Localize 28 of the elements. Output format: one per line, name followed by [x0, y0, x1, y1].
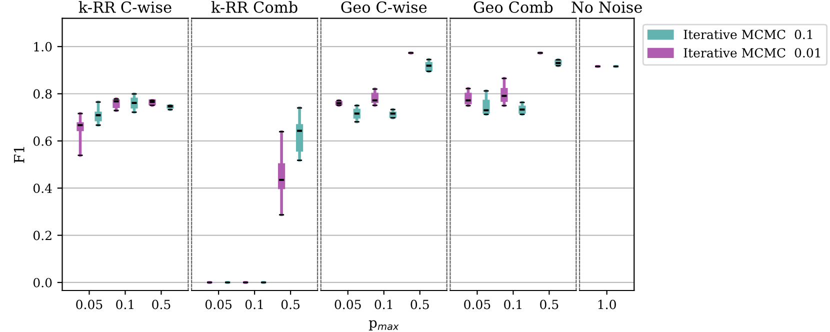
y-tick-label: 0.0 — [33, 278, 52, 288]
x-tick-label: 0.05 — [334, 300, 361, 310]
y-axis-title: F1 — [14, 147, 24, 163]
y-tick-label: 1.0 — [34, 42, 52, 52]
chart-title: k-RR Comb — [211, 1, 298, 13]
y-tick-label: 0.6 — [33, 136, 52, 146]
y-tick-label: 0.4 — [33, 184, 52, 194]
x-tick-label: 0.1 — [245, 300, 263, 310]
chart-title: Geo Comb — [474, 1, 553, 13]
x-tick-label: 0.05 — [464, 300, 490, 310]
y-tick-label: 0.8 — [33, 89, 52, 99]
x-tick-label: 0.05 — [205, 300, 232, 310]
chart-title: Geo C-wise — [341, 1, 427, 13]
x-tick-label: 0.1 — [116, 300, 134, 310]
x-tick-label: 0.05 — [76, 300, 102, 310]
x-tick-label: 0.1 — [374, 300, 392, 310]
x-tick-label: 0.1 — [504, 300, 522, 310]
legend-label: Iterative MCMC 0.01 — [684, 48, 820, 58]
x-tick-label: 0.5 — [152, 300, 170, 310]
x-tick-label: 0.5 — [410, 300, 429, 310]
x-axis-title: p$_{max}$ — [368, 320, 399, 330]
x-tick-label: 0.5 — [281, 300, 300, 310]
x-tick-label: 0.5 — [540, 300, 558, 310]
chart-title: No Noise — [572, 1, 642, 13]
y-tick-label: 0.2 — [33, 230, 52, 240]
chart-title: k-RR C-wise — [78, 1, 172, 13]
x-tick-label: 1.0 — [598, 300, 616, 310]
legend-label: Iterative MCMC 0.1 — [684, 30, 812, 40]
